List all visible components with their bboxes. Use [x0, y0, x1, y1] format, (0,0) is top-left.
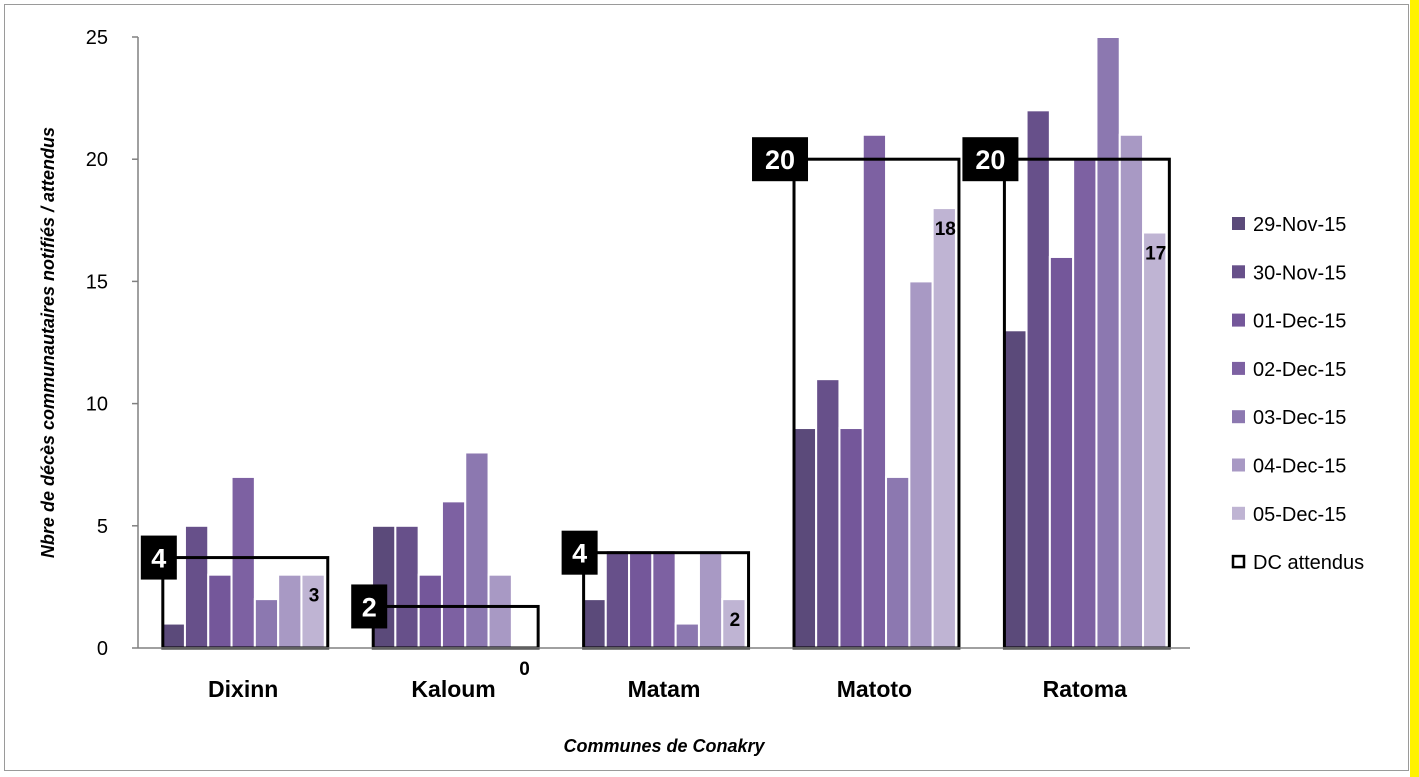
- bar-dixinn-30-nov-15: [183, 524, 210, 649]
- bar-ratoma-29-nov-15: [1002, 329, 1028, 649]
- yellow-edge-strip: [1410, 0, 1419, 777]
- expected-layer: 4 2 4 20 20: [140, 137, 1171, 650]
- y-tick-label-0: 0: [97, 638, 108, 660]
- legend-label-03-dec-15: 03-Dec-15: [1253, 407, 1346, 429]
- expected-label-matoto: 20: [765, 145, 795, 175]
- legend-swatch-03-dec-15: [1232, 410, 1245, 424]
- bar-ratoma-05-dec-15: [1142, 231, 1168, 650]
- legend-swatch-30-nov-15: [1232, 265, 1245, 279]
- legend-label-01-dec-15: 01-Dec-15: [1253, 311, 1346, 333]
- expected-label-ratoma: 20: [975, 145, 1005, 175]
- bar-matam-02-dec-15: [651, 549, 677, 649]
- bar-matoto-30-nov-15: [815, 378, 841, 649]
- legend-label-05-dec-15: 05-Dec-15: [1253, 504, 1346, 526]
- bar-matoto-29-nov-15: [791, 427, 818, 650]
- bar-ratoma-04-dec-15: [1118, 133, 1145, 649]
- expected-label-box-matam: [561, 530, 598, 575]
- expected-label-box-ratoma: [962, 137, 1019, 182]
- expected-label-box-dixinn: [140, 535, 177, 580]
- bar-matoto-05-dec-15: [931, 207, 957, 650]
- category-label-matoto: Matoto: [837, 676, 912, 702]
- category-label-ratoma: Ratoma: [1043, 676, 1128, 702]
- bar-kaloum-01-dec-15: [417, 573, 443, 649]
- expected-label-kaloum: 2: [362, 592, 377, 622]
- y-tick-label-5: 5: [97, 516, 108, 538]
- category-label-matam: Matam: [628, 676, 701, 702]
- category-label-dixinn: Dixinn: [208, 676, 278, 702]
- bar-kaloum-03-dec-15: [464, 451, 490, 650]
- data-label-dixinn: 3: [309, 586, 320, 607]
- legend-swatch-04-dec-15: [1232, 458, 1245, 472]
- expected-label-dixinn: 4: [151, 544, 166, 574]
- category-labels: Dixinn Kaloum Matam Matoto Ratoma: [208, 676, 1127, 702]
- bar-matam-01-dec-15: [628, 549, 654, 649]
- y-tick-labels: 0 5 10 15 20 25: [86, 27, 138, 660]
- expected-label-box-matoto: [752, 137, 809, 182]
- x-axis-title: Communes de Conakry: [563, 736, 765, 756]
- axes-layer: [137, 37, 1190, 649]
- bar-dixinn-03-dec-15: [253, 598, 280, 649]
- legend: 29-Nov-15 30-Nov-15 01-Dec-15 02-Dec-15 03-D…: [1231, 214, 1364, 574]
- expected-label-matam: 4: [572, 539, 587, 569]
- bar-dixinn-29-nov-15: [160, 622, 186, 649]
- legend-swatch-29-nov-15: [1232, 217, 1245, 230]
- legend-label-dc-attendus: DC attendus: [1253, 552, 1364, 574]
- expected-label-box-kaloum: [351, 584, 388, 629]
- bar-kaloum-02-dec-15: [440, 500, 467, 649]
- bar-dixinn-02-dec-15: [230, 475, 256, 650]
- bar-matoto-04-dec-15: [908, 280, 934, 649]
- bar-ratoma-03-dec-15: [1095, 36, 1121, 649]
- bar-matoto-01-dec-15: [838, 427, 864, 650]
- bar-ratoma-30-nov-15: [1025, 109, 1051, 649]
- bar-dixinn-04-dec-15: [277, 573, 303, 649]
- bar-matam-29-nov-15: [581, 598, 607, 649]
- legend-label-30-nov-15: 30-Nov-15: [1253, 262, 1346, 284]
- category-label-kaloum: Kaloum: [411, 676, 495, 702]
- data-label-ratoma: 17: [1145, 244, 1166, 265]
- y-tick-label-10: 10: [86, 394, 108, 416]
- bar-matam-04-dec-15: [697, 549, 724, 649]
- bar-ratoma-01-dec-15: [1048, 255, 1075, 649]
- legend-swatch-02-dec-15: [1232, 361, 1245, 375]
- data-label-matam: 2: [730, 610, 741, 631]
- bar-matoto-03-dec-15: [885, 475, 911, 650]
- legend-label-02-dec-15: 02-Dec-15: [1253, 359, 1346, 381]
- data-label-matoto: 18: [935, 219, 956, 240]
- bar-kaloum-04-dec-15: [487, 573, 513, 649]
- bar-matoto-02-dec-15: [861, 133, 888, 649]
- legend-label-04-dec-15: 04-Dec-15: [1253, 456, 1346, 478]
- y-axis-title: Nbre de décès communautaires notifiés / …: [38, 127, 58, 558]
- bar-ratoma-02-dec-15: [1072, 158, 1098, 649]
- bar-matam-03-dec-15: [674, 622, 700, 649]
- bar-dixinn-01-dec-15: [207, 573, 233, 649]
- data-label-kaloum: 0: [519, 659, 530, 680]
- legend-swatch-dc-attendus: [1231, 554, 1246, 569]
- y-tick-label-15: 15: [86, 271, 108, 293]
- y-tick-label-20: 20: [86, 149, 108, 171]
- legend-swatch-05-dec-15: [1232, 506, 1245, 520]
- data-labels: 3 0 2 18 17: [309, 219, 1166, 680]
- y-tick-label-25: 25: [86, 27, 108, 49]
- legend-label-29-nov-15: 29-Nov-15: [1253, 214, 1346, 236]
- bar-kaloum-30-nov-15: [394, 524, 420, 649]
- legend-swatch-01-dec-15: [1232, 313, 1245, 327]
- bars-layer: [160, 36, 1168, 650]
- bar-matam-30-nov-15: [604, 549, 631, 649]
